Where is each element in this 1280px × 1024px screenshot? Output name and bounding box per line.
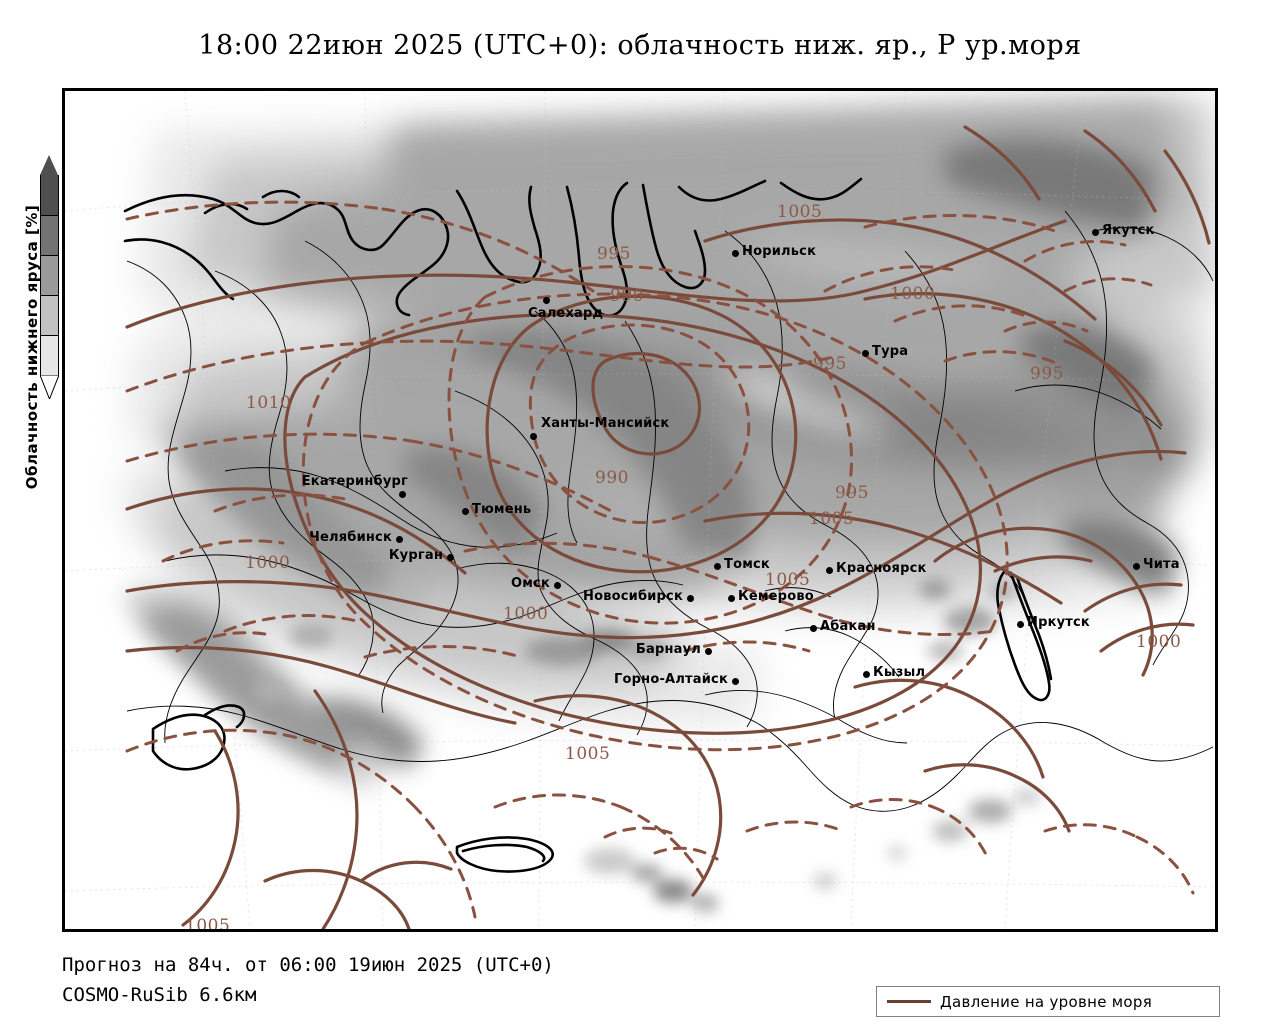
city-dot (714, 563, 721, 570)
colorbar-cell-90 (40, 175, 59, 215)
pressure-label: 1005 (765, 570, 811, 590)
city-dot (705, 648, 712, 655)
city-label: Чита (1143, 557, 1180, 572)
colorbar-cell-30 (40, 296, 59, 335)
pressure-label: 990 (595, 468, 629, 488)
city-label: Норильск (742, 244, 817, 259)
city-label: Новосибирск (582, 589, 683, 604)
city-label: Челябинск (309, 530, 392, 545)
colorbar-divider (40, 215, 59, 216)
city-dot (732, 250, 739, 257)
colorbar-arrow-bottom (39, 374, 60, 401)
city-label: Кызыл (873, 665, 926, 680)
city-label: Тура (872, 344, 909, 359)
isobars-solid (125, 125, 1211, 929)
colorbar-divider (40, 335, 59, 336)
city-label: Якутск (1102, 223, 1155, 238)
city-label: Салехард (528, 306, 604, 321)
pressure-label: 1000 (503, 604, 549, 624)
city-dot (530, 433, 537, 440)
pressure-label: 1000 (1136, 632, 1182, 652)
pressure-label: 1005 (777, 202, 823, 222)
forecast-line-1: Прогноз на 84ч. от 06:00 19июн 2025 (UTC… (62, 954, 554, 976)
city-dot (1133, 563, 1140, 570)
map-canvas (65, 91, 1215, 929)
colorbar-divider (40, 295, 59, 296)
isobars-dashed (125, 200, 1195, 919)
pressure-label: 990 (610, 286, 644, 306)
colorbar-axis-label: Облачность нижнего яруса [%] (23, 204, 41, 490)
colorbar-cell-50 (40, 256, 59, 295)
city-dot (728, 595, 735, 602)
pressure-label: 1005 (565, 744, 611, 764)
city-dot (447, 554, 454, 561)
city-label: Тюмень (472, 502, 532, 517)
city-dot (732, 678, 739, 685)
city-dot (863, 671, 870, 678)
colorbar-divider (40, 255, 59, 256)
forecast-info: Прогноз на 84ч. от 06:00 19июн 2025 (UTC… (62, 950, 554, 1010)
city-dot (399, 491, 406, 498)
city-label: Барнаул (635, 642, 701, 657)
city-label: Омск (510, 576, 550, 591)
city-label: Томск (724, 557, 770, 572)
pressure-label: 1000 (245, 553, 291, 573)
pressure-label: 1010 (246, 393, 292, 413)
pressure-label: 1000 (890, 284, 936, 304)
pressure-label: 995 (813, 354, 847, 374)
pressure-label: 995 (835, 483, 869, 503)
colorbar: Облачность нижнего яруса [%] 90 70 50 30… (0, 88, 84, 648)
weather-map[interactable]: 1010 1005 1000 995 990 990 995 995 995 1… (62, 88, 1218, 932)
colorbar-arrow-top (40, 155, 58, 175)
city-dot (462, 508, 469, 515)
city-dot (862, 350, 869, 357)
city-label: Кемерово (738, 589, 814, 604)
city-dot (1017, 621, 1024, 628)
coastlines (123, 177, 1053, 873)
city-label: Абакан (820, 619, 876, 634)
city-dot (826, 567, 833, 574)
pressure-label: 995 (1030, 364, 1064, 384)
administrative-borders (126, 210, 1214, 812)
pressure-label: 1005 (809, 509, 855, 529)
page-title: 18:00 22июн 2025 (UTC+0): облачность ниж… (198, 30, 1082, 61)
city-dot (1092, 229, 1099, 236)
cloud-cover-field (119, 99, 1213, 912)
city-label: Ханты-Мансийск (541, 416, 670, 431)
pressure-legend: Давление на уровне моря (876, 986, 1220, 1017)
city-dot (810, 625, 817, 632)
pressure-label: 995 (597, 244, 631, 264)
colorbar-cell-10 (40, 336, 59, 375)
city-dot (543, 297, 550, 304)
city-label: Иркутск (1027, 615, 1090, 630)
city-label: Екатеринбург (301, 474, 408, 489)
city-dot (396, 536, 403, 543)
colorbar-gradient (40, 175, 59, 375)
pressure-legend-label: Давление на уровне моря (940, 992, 1153, 1011)
city-dot (554, 582, 561, 589)
city-label: Курган (388, 548, 443, 563)
pressure-legend-line-icon (887, 1000, 931, 1003)
forecast-line-2: COSMO-RuSib 6.6км (62, 984, 257, 1006)
city-label: Горно-Алтайск (614, 672, 728, 687)
city-label: Красноярск (836, 561, 927, 576)
colorbar-cell-70 (40, 216, 59, 255)
pressure-label: 1005 (185, 916, 231, 932)
city-dot (687, 595, 694, 602)
